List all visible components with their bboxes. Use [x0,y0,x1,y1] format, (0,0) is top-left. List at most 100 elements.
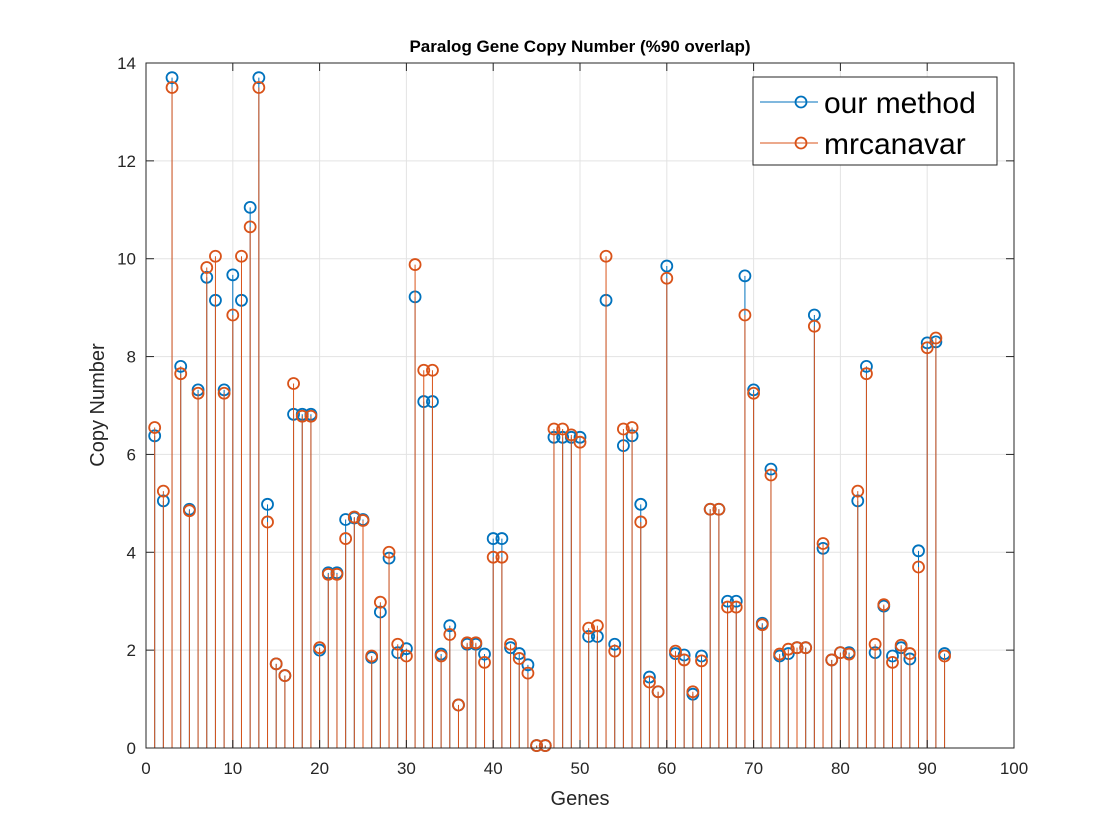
stem-marker-mrcanavar[interactable] [677,653,691,667]
stem-marker-our-method[interactable] [243,200,257,214]
stem-marker-our-method[interactable] [261,497,274,511]
stem-marker-mrcanavar[interactable] [313,641,327,655]
stem-marker-mrcanavar[interactable] [235,249,248,263]
stem-marker-mrcanavar[interactable] [695,654,708,668]
stem-marker-mrcanavar[interactable] [156,484,170,498]
stem-marker-mrcanavar[interactable] [269,657,283,671]
stem-marker-our-method[interactable] [729,594,743,608]
stem-marker-mrcanavar[interactable] [304,409,318,423]
stem-marker-mrcanavar[interactable] [582,621,596,635]
stem-marker-our-method[interactable] [174,359,188,373]
stem-marker-mrcanavar[interactable] [252,81,266,94]
stem-marker-our-method[interactable] [339,513,353,526]
stem-marker-mrcanavar[interactable] [590,619,604,633]
stem-marker-mrcanavar[interactable] [321,567,335,581]
stem-marker-mrcanavar[interactable] [521,666,535,680]
stem-marker-mrcanavar[interactable] [564,428,578,442]
stem-marker-mrcanavar[interactable] [295,409,309,423]
stem-marker-mrcanavar[interactable] [703,502,717,516]
stem-marker-mrcanavar[interactable] [868,637,882,651]
stem-marker-mrcanavar[interactable] [686,685,700,699]
stem-marker-mrcanavar[interactable] [356,514,370,527]
stem-marker-mrcanavar[interactable] [426,363,439,377]
stem-marker-mrcanavar[interactable] [912,560,925,574]
stem-marker-our-method[interactable] [486,532,500,545]
stem-marker-mrcanavar[interactable] [512,652,526,665]
stem-marker-mrcanavar[interactable] [556,422,570,436]
stem-marker-mrcanavar[interactable] [443,628,457,641]
stem-marker-mrcanavar[interactable] [434,649,448,663]
stem-marker-mrcanavar[interactable] [842,647,856,661]
stem-marker-our-method[interactable] [860,359,873,373]
stem-marker-mrcanavar[interactable] [538,739,552,752]
stem-marker-mrcanavar[interactable] [755,618,769,632]
stem-marker-our-method[interactable] [721,594,734,608]
stem-marker-mrcanavar[interactable] [547,422,561,436]
stem-marker-mrcanavar[interactable] [460,636,474,650]
stem-marker-mrcanavar[interactable] [339,532,353,545]
stem-marker-mrcanavar[interactable] [738,308,752,322]
stem-marker-our-method[interactable] [495,532,509,545]
stem-marker-mrcanavar[interactable] [747,386,760,400]
stem-marker-mrcanavar[interactable] [807,319,821,333]
stem-marker-mrcanavar[interactable] [634,515,648,529]
stem-marker-mrcanavar[interactable] [209,249,222,263]
stem-marker-mrcanavar[interactable] [920,341,934,355]
stem-marker-mrcanavar[interactable] [330,567,344,581]
stem-marker-mrcanavar[interactable] [608,644,622,658]
stem-marker-mrcanavar[interactable] [886,655,899,669]
stem-marker-mrcanavar[interactable] [261,515,274,529]
stem-marker-mrcanavar[interactable] [408,258,422,271]
stem-marker-mrcanavar[interactable] [182,504,196,518]
stem-marker-mrcanavar[interactable] [530,739,543,752]
stem-marker-our-method[interactable] [521,658,535,672]
stem-marker-mrcanavar[interactable] [860,367,873,381]
stem-marker-mrcanavar[interactable] [660,271,674,285]
stem-marker-our-method[interactable] [660,259,674,273]
stem-marker-our-method[interactable] [252,71,266,85]
stem-marker-mrcanavar[interactable] [573,435,587,449]
legend[interactable]: our method mrcanavar [752,76,998,166]
stem-marker-mrcanavar[interactable] [929,331,943,345]
stem-marker-mrcanavar[interactable] [226,308,240,322]
stem-marker-mrcanavar[interactable] [764,468,778,482]
stem-marker-our-method[interactable] [738,269,752,283]
stem-marker-mrcanavar[interactable] [781,642,795,656]
stem-marker-mrcanavar[interactable] [373,595,387,609]
stem-marker-mrcanavar[interactable] [486,550,500,564]
stem-marker-mrcanavar[interactable] [365,649,379,663]
stem-marker-our-method[interactable] [165,71,179,85]
stem-marker-mrcanavar[interactable] [287,377,300,390]
stem-marker-mrcanavar[interactable] [729,600,743,614]
stem-marker-mrcanavar[interactable] [478,655,491,669]
stem-marker-mrcanavar[interactable] [625,421,639,434]
stem-marker-mrcanavar[interactable] [469,636,483,650]
stem-marker-mrcanavar[interactable] [452,698,465,712]
stem-marker-our-method[interactable] [886,649,899,663]
stem-marker-mrcanavar[interactable] [148,421,162,434]
stem-marker-mrcanavar[interactable] [721,600,734,614]
stem-marker-mrcanavar[interactable] [399,649,413,663]
stem-marker-mrcanavar[interactable] [504,637,517,651]
stem-marker-mrcanavar[interactable] [278,669,292,682]
stem-marker-mrcanavar[interactable] [712,502,726,516]
stem-marker-mrcanavar[interactable] [877,598,891,612]
stem-marker-our-method[interactable] [443,619,457,633]
stem-marker-mrcanavar[interactable] [174,367,188,381]
stem-marker-mrcanavar[interactable] [495,550,509,564]
stem-marker-mrcanavar[interactable] [938,649,951,663]
stem-marker-our-method[interactable] [608,637,622,651]
stem-marker-mrcanavar[interactable] [894,638,908,652]
stem-marker-our-method[interactable] [634,497,648,511]
stem-marker-our-method[interactable] [764,462,778,476]
stem-marker-mrcanavar[interactable] [790,641,804,655]
stem-marker-mrcanavar[interactable] [243,220,257,234]
stem-marker-mrcanavar[interactable] [217,386,231,400]
stem-marker-our-method[interactable] [912,544,925,558]
stem-marker-mrcanavar[interactable] [851,484,865,498]
stem-marker-mrcanavar[interactable] [643,675,656,689]
stem-marker-mrcanavar[interactable] [417,363,431,377]
stem-marker-our-method[interactable] [478,647,491,661]
stem-marker-mrcanavar[interactable] [599,249,613,263]
stem-marker-mrcanavar[interactable] [617,422,630,436]
